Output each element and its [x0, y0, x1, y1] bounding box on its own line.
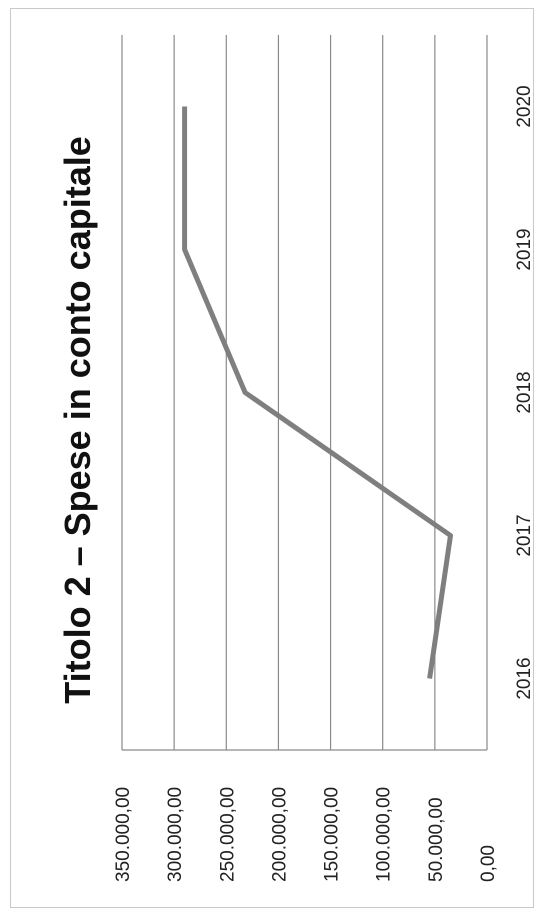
- x-axis-ticks: 2016 2017 2018 2019 2020: [514, 85, 535, 699]
- y-tick-label: 300.000,00: [165, 787, 186, 882]
- x-tick-label: 2019: [514, 228, 535, 270]
- y-tick-label: 150.000,00: [322, 787, 343, 882]
- series: [182, 106, 453, 679]
- axes: [122, 35, 488, 751]
- x-tick-label: 2016: [514, 657, 535, 699]
- x-tick-label: 2017: [514, 514, 535, 556]
- y-axis-ticks: 0,00 50.000,00 100.000,00 150.000,00 200.000…: [113, 787, 499, 882]
- page-frame: [10, 8, 534, 908]
- y-tick-label: 250.000,00: [217, 787, 238, 882]
- chart-title: Titolo 2 – Spese in conto capitale: [57, 136, 98, 703]
- y-tick-label: 50.000,00: [426, 797, 447, 882]
- y-tick-label: 350.000,00: [113, 787, 134, 882]
- gridlines: [121, 35, 436, 750]
- y-tick-label: 0,00: [478, 845, 499, 882]
- x-tick-label: 2018: [514, 371, 535, 413]
- y-tick-label: 100.000,00: [374, 787, 395, 882]
- series-line: [182, 106, 453, 679]
- y-tick-label: 200.000,00: [269, 787, 290, 882]
- x-tick-label: 2020: [514, 85, 535, 127]
